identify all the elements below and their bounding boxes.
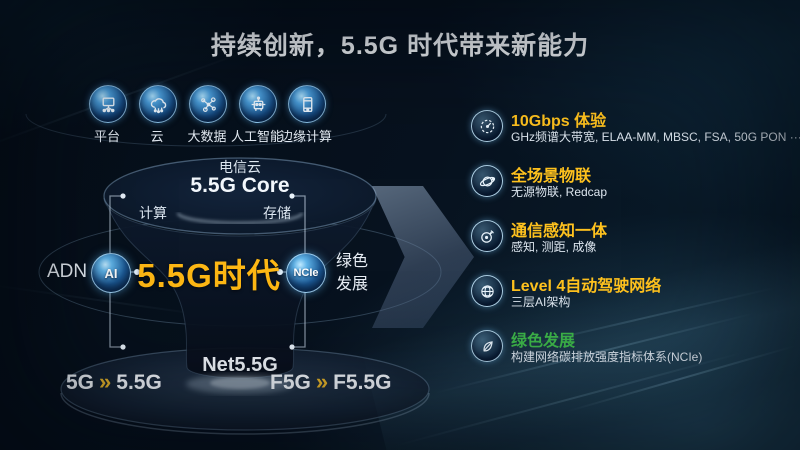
evolution-left: 5G» 5.5G xyxy=(66,369,162,394)
capability-subtitle: 感知, 测距, 成像 xyxy=(511,240,597,254)
capability-subtitle: GHz频谱大带宽, ELAA-MM, MBSC, FSA, 50G PON ··… xyxy=(511,130,800,144)
telecom-cloud-label: 电信云 xyxy=(219,159,261,175)
gold-arrow-icon: » xyxy=(315,369,329,394)
iot-globe-icon xyxy=(471,165,503,197)
capability-subtitle: 构建网络碳排放强度指标体系(NCIe) xyxy=(511,350,703,364)
capability-item: 全场景物联 无源物联, Redcap xyxy=(471,157,796,203)
gold-arrow-icon: » xyxy=(99,369,112,394)
cloud-icon xyxy=(139,85,177,123)
page-title: 持续创新，5.5G 时代带来新能力 xyxy=(210,32,590,60)
ai-badge: AI xyxy=(91,253,131,293)
ai-icon xyxy=(239,85,277,123)
autonomous-network-icon xyxy=(471,275,503,307)
adn-label: ADN xyxy=(46,261,88,282)
cloud-item-label: 云 xyxy=(150,129,164,144)
capability-title: 10Gbps 体验 xyxy=(511,113,607,130)
net-label: Net5.5G xyxy=(202,354,278,376)
era-title: 5.5G时代 xyxy=(137,257,281,294)
gauge-icon xyxy=(471,110,503,142)
ncie-badge: NCIe xyxy=(286,253,326,293)
edge-computing-icon xyxy=(288,85,326,123)
bigdata-icon xyxy=(189,85,227,123)
capability-title: Level 4自动驾驶网络 xyxy=(511,278,662,295)
compute-label: 计算 xyxy=(139,205,167,221)
capability-subtitle: 三层AI架构 xyxy=(511,295,571,309)
capability-title: 全场景物联 xyxy=(511,168,592,185)
capability-title: 绿色发展 xyxy=(511,333,576,350)
capability-item: 绿色发展 构建网络碳排放强度指标体系(NCIe) xyxy=(471,322,796,368)
core-label: 5.5G Core xyxy=(190,174,290,197)
evolution-right: F5G» F5.5G xyxy=(270,369,392,394)
leaf-icon xyxy=(471,330,503,362)
storage-label: 存储 xyxy=(263,205,291,221)
green-development-label-line1: 绿色 xyxy=(335,253,369,270)
green-development-label-line2: 发展 xyxy=(335,276,369,293)
capability-item: Level 4自动驾驶网络 三层AI架构 xyxy=(471,267,796,313)
capability-item: 通信感知一体 感知, 测距, 成像 xyxy=(471,212,796,258)
platform-icon xyxy=(89,85,127,123)
cloud-item-label: 平台 xyxy=(93,129,121,144)
capability-item: 10Gbps 体验 GHz频谱大带宽, ELAA-MM, MBSC, FSA, … xyxy=(471,102,800,148)
sensing-icon xyxy=(471,220,503,252)
capability-title: 通信感知一体 xyxy=(511,223,608,240)
capability-subtitle: 无源物联, Redcap xyxy=(511,185,608,199)
cloud-item-label: 人工智能 xyxy=(230,129,284,144)
cloud-item-label: 边缘计算 xyxy=(279,129,333,144)
cloud-item-label: 大数据 xyxy=(187,129,227,144)
